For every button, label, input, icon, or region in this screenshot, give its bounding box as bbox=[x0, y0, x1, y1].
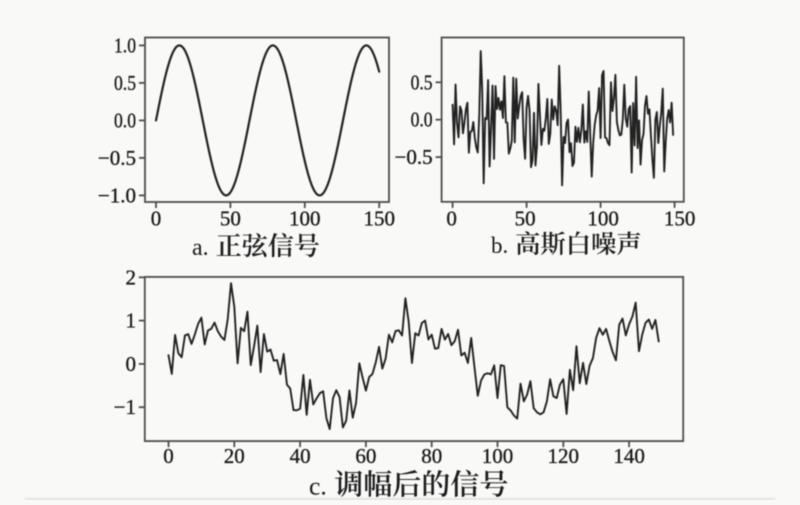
svg-text:60: 60 bbox=[355, 444, 376, 468]
svg-text:1: 1 bbox=[126, 309, 137, 333]
svg-text:0.5: 0.5 bbox=[411, 70, 433, 94]
svg-text:100: 100 bbox=[289, 207, 321, 231]
svg-text:1.0: 1.0 bbox=[114, 33, 136, 57]
svg-text:c.: c. bbox=[309, 472, 327, 501]
svg-text:−1.0: −1.0 bbox=[98, 183, 136, 207]
svg-text:20: 20 bbox=[224, 444, 245, 468]
svg-text:120: 120 bbox=[548, 444, 580, 468]
svg-text:100: 100 bbox=[482, 444, 514, 468]
svg-text:140: 140 bbox=[613, 444, 645, 468]
svg-text:−0.5: −0.5 bbox=[98, 146, 136, 170]
svg-text:−0.5: −0.5 bbox=[395, 145, 433, 169]
svg-text:0: 0 bbox=[151, 207, 162, 231]
svg-text:0: 0 bbox=[163, 444, 174, 468]
svg-text:0.0: 0.0 bbox=[411, 108, 433, 132]
svg-text:0: 0 bbox=[446, 207, 457, 231]
svg-text:b.: b. bbox=[491, 233, 508, 258]
svg-text:40: 40 bbox=[290, 444, 311, 468]
svg-text:50: 50 bbox=[515, 207, 536, 231]
svg-text:50: 50 bbox=[220, 207, 241, 231]
svg-text:150: 150 bbox=[363, 207, 395, 231]
svg-text:150: 150 bbox=[664, 207, 696, 231]
svg-text:a.: a. bbox=[192, 235, 209, 261]
svg-text:−1: −1 bbox=[114, 395, 136, 419]
svg-text:100: 100 bbox=[587, 207, 619, 231]
svg-text:0: 0 bbox=[126, 352, 137, 376]
svg-text:80: 80 bbox=[421, 444, 442, 468]
svg-text:2: 2 bbox=[126, 265, 137, 289]
svg-text:0.5: 0.5 bbox=[114, 71, 136, 95]
svg-text:0.0: 0.0 bbox=[114, 108, 136, 132]
